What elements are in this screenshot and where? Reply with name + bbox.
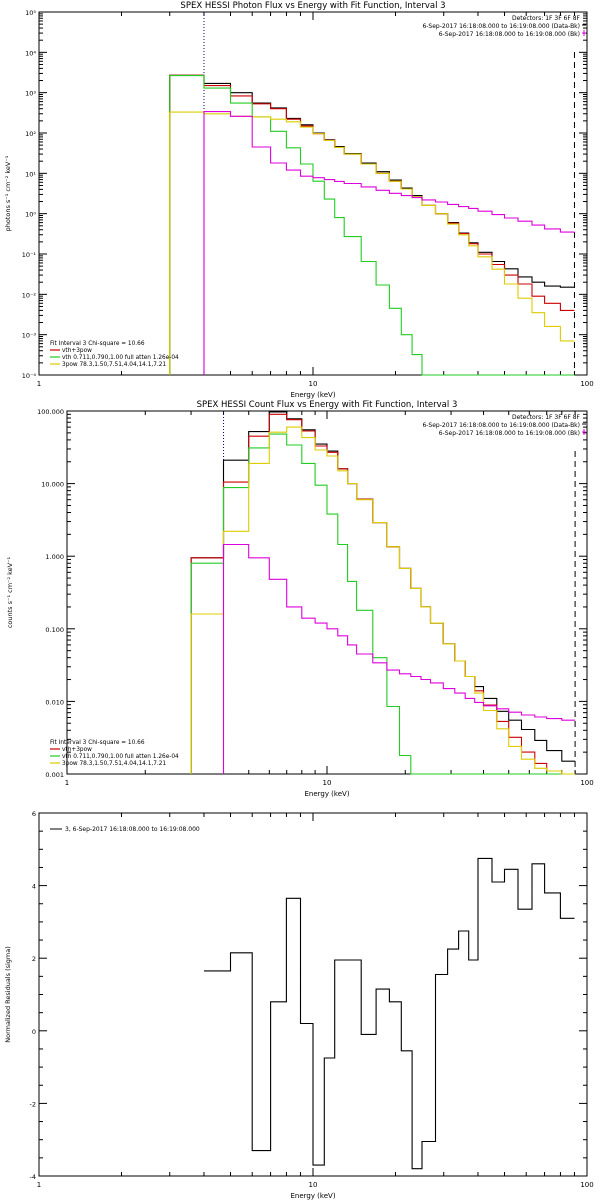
- header-line-2: 6-Sep-2017 16:18:08.000 to 16:19:08.000 …: [422, 422, 580, 429]
- plot-frame: [38, 11, 588, 376]
- legend-entry: 3, 6-Sep-2017 16:18:08.000 to 16:19:08.0…: [65, 826, 200, 833]
- y-tick-label: 10⁻⁴: [22, 372, 37, 380]
- series-3pow: [190, 426, 576, 775]
- legend-header: Fit Interval 3 Chi-square = 10.66: [50, 740, 145, 746]
- x-tick-label: 1: [65, 779, 69, 787]
- y-tick-label: 10²: [25, 130, 36, 138]
- y-tick-label: 6: [32, 810, 36, 818]
- header-line-3: 6-Sep-2017 16:18:08.000 to 16:19:08.000 …: [439, 430, 580, 437]
- series-3pow: [169, 111, 575, 375]
- x-tick-label: 1: [37, 380, 41, 388]
- y-tick-label: 1.000: [45, 553, 64, 561]
- header-line-3: 6-Sep-2017 16:18:08.000 to 16:19:08.000 …: [439, 31, 580, 38]
- y-tick-label: 0: [32, 1028, 36, 1036]
- series-vth: [169, 75, 575, 376]
- header-line-2: 6-Sep-2017 16:18:08.000 to 16:19:08.000 …: [422, 23, 580, 30]
- x-axis-label: Energy (keV): [304, 790, 349, 798]
- y-tick-label: 4: [32, 883, 36, 891]
- y-tick-label: 0.100: [45, 626, 64, 634]
- chart-title: SPEX HESSI Photon Flux vs Energy with Fi…: [180, 1, 445, 11]
- x-tick-label: 10: [309, 380, 318, 388]
- y-tick-label: 10⁴: [25, 49, 36, 57]
- x-tick-label: 100: [580, 1181, 593, 1189]
- chart-3: 1 10 100 -4 -2 0 2 4 6 Energy (keV) Normalized Res…: [4, 810, 594, 1200]
- y-tick-label: 0.001: [45, 771, 64, 779]
- legend-entry-1: vth+3pow: [62, 348, 92, 354]
- series-vth-3pow: [169, 74, 575, 375]
- x-tick-label: 1: [37, 1181, 41, 1189]
- y-tick-label: 100.000: [37, 408, 64, 416]
- y-axis-label: counts s⁻¹ cm⁻² keV⁻¹: [6, 556, 14, 628]
- x-axis-label: Energy (keV): [290, 391, 335, 399]
- y-tick-label: 10⁻¹: [22, 251, 37, 259]
- x-tick-label: 10: [323, 779, 332, 787]
- y-tick-label: -4: [30, 1173, 36, 1181]
- y-tick-label: 10⁻³: [22, 332, 37, 340]
- y-axis-label: photons s⁻¹ cm⁻² keV⁻¹: [4, 155, 12, 231]
- y-tick-label: 10⁻²: [22, 291, 37, 299]
- header-line-1: Detectors: 1F 3F 6F 8F: [512, 15, 581, 22]
- x-tick-label: 10: [309, 1181, 318, 1189]
- y-tick-label: 10⁰: [25, 211, 36, 219]
- legend-entry-2: vth 0.711,0.790,1.00 full atten 1.26e-04: [62, 754, 179, 760]
- legend-entry-3: 3pow 78.3,1.50,7.51,4.04,14.1,7.21: [62, 761, 166, 767]
- y-tick-label: 10³: [25, 90, 36, 98]
- legend-header: Fit Interval 3 Chi-square = 10.66: [50, 341, 145, 347]
- series-data-bk: [169, 74, 575, 375]
- series-bk: [222, 543, 576, 774]
- x-tick-label: 100: [580, 779, 593, 787]
- y-tick-label: -2: [30, 1100, 36, 1108]
- series-vth: [190, 433, 576, 775]
- y-tick-label: 10.000: [41, 481, 64, 489]
- x-tick-label: 100: [580, 380, 593, 388]
- series-bk: [203, 111, 575, 375]
- series-3-6-sep-2017-16-18-08-000-to-16-19-08-000: [204, 857, 575, 1170]
- y-tick-label: 0.010: [45, 698, 64, 706]
- x-axis-label: Energy (keV): [290, 1192, 335, 1200]
- y-tick-label: 10¹: [25, 170, 36, 178]
- legend-entry-3: 3pow 78.3,1.50,7.51,4.04,14.1,7.21: [62, 362, 166, 368]
- header-line-1: Detectors: 1F 3F 6F 8F: [512, 414, 581, 421]
- y-axis-label: Normalized Residuals (sigma): [4, 946, 12, 1043]
- legend-entry-2: vth 0.711,0.790,1.00 full atten 1.26e-04: [62, 355, 179, 361]
- chart-1: SPEX HESSI Photon Flux vs Energy with Fi…: [4, 1, 594, 399]
- y-tick-label: 2: [32, 955, 36, 963]
- chart-2: SPEX HESSI Count Flux vs Energy with Fit…: [6, 400, 594, 798]
- chart-title: SPEX HESSI Count Flux vs Energy with Fit…: [197, 400, 458, 410]
- legend-entry-1: vth+3pow: [62, 747, 92, 753]
- y-tick-label: 10⁵: [25, 9, 36, 17]
